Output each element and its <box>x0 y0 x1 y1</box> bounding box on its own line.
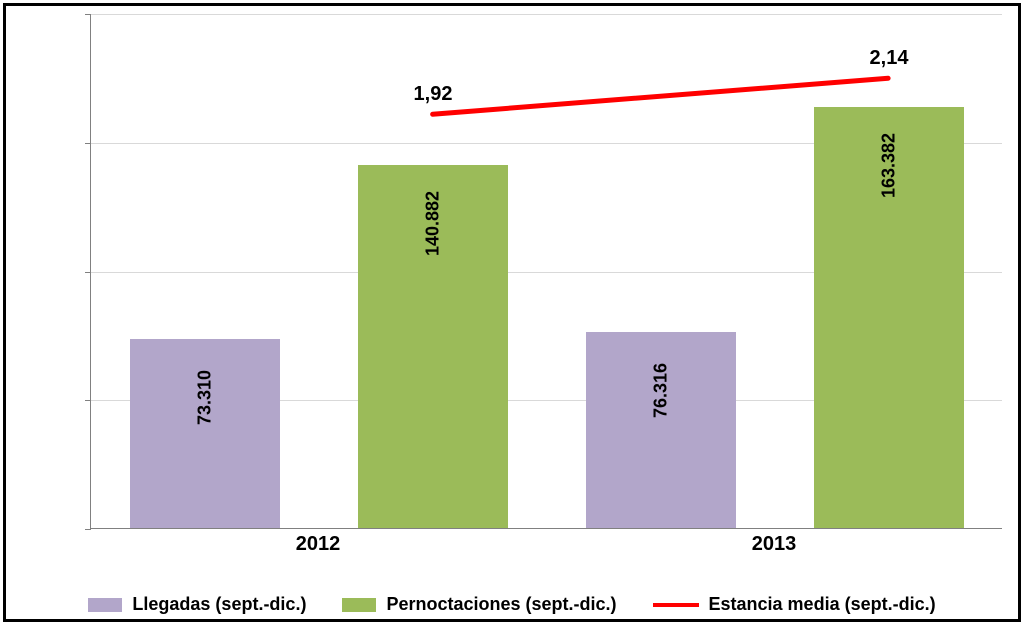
y-tick <box>85 400 91 401</box>
legend-item-overnights: Pernoctaciones (sept.-dic.) <box>342 594 616 615</box>
y-tick <box>85 529 91 530</box>
legend-label: Estancia media (sept.-dic.) <box>709 594 936 615</box>
y-tick <box>85 143 91 144</box>
legend: Llegadas (sept.-dic.) Pernoctaciones (sep… <box>6 594 1018 615</box>
arrivals-bar: 73.310 <box>130 339 280 528</box>
plot-area: 73.310 76.316 140.882 163.382 1,92 2,14 <box>90 14 1002 529</box>
overnights-bar: 140.882 <box>358 165 508 528</box>
x-category-label: 2013 <box>752 533 797 556</box>
arrivals-bar-label: 73.310 <box>194 370 215 425</box>
legend-swatch-box <box>88 598 122 612</box>
stay-point-label: 2,14 <box>870 47 909 70</box>
stay-point-label: 1,92 <box>414 83 453 106</box>
legend-swatch-box <box>342 598 376 612</box>
legend-item-stay: Estancia media (sept.-dic.) <box>653 594 936 615</box>
legend-item-arrivals: Llegadas (sept.-dic.) <box>88 594 306 615</box>
arrivals-bar-label: 76.316 <box>650 362 671 417</box>
legend-label: Pernoctaciones (sept.-dic.) <box>386 594 616 615</box>
arrivals-bar: 76.316 <box>586 332 736 529</box>
overnights-bar-label: 140.882 <box>422 191 443 256</box>
overnights-bar: 163.382 <box>814 107 964 528</box>
grid-line <box>91 14 1002 15</box>
legend-swatch-line <box>653 603 699 607</box>
legend-label: Llegadas (sept.-dic.) <box>132 594 306 615</box>
x-category-label: 2012 <box>296 533 341 556</box>
chart-frame: 73.310 76.316 140.882 163.382 1,92 2,14 Llega… <box>3 3 1021 622</box>
overnights-bar-label: 163.382 <box>878 133 899 198</box>
y-tick <box>85 272 91 273</box>
y-tick <box>85 14 91 15</box>
